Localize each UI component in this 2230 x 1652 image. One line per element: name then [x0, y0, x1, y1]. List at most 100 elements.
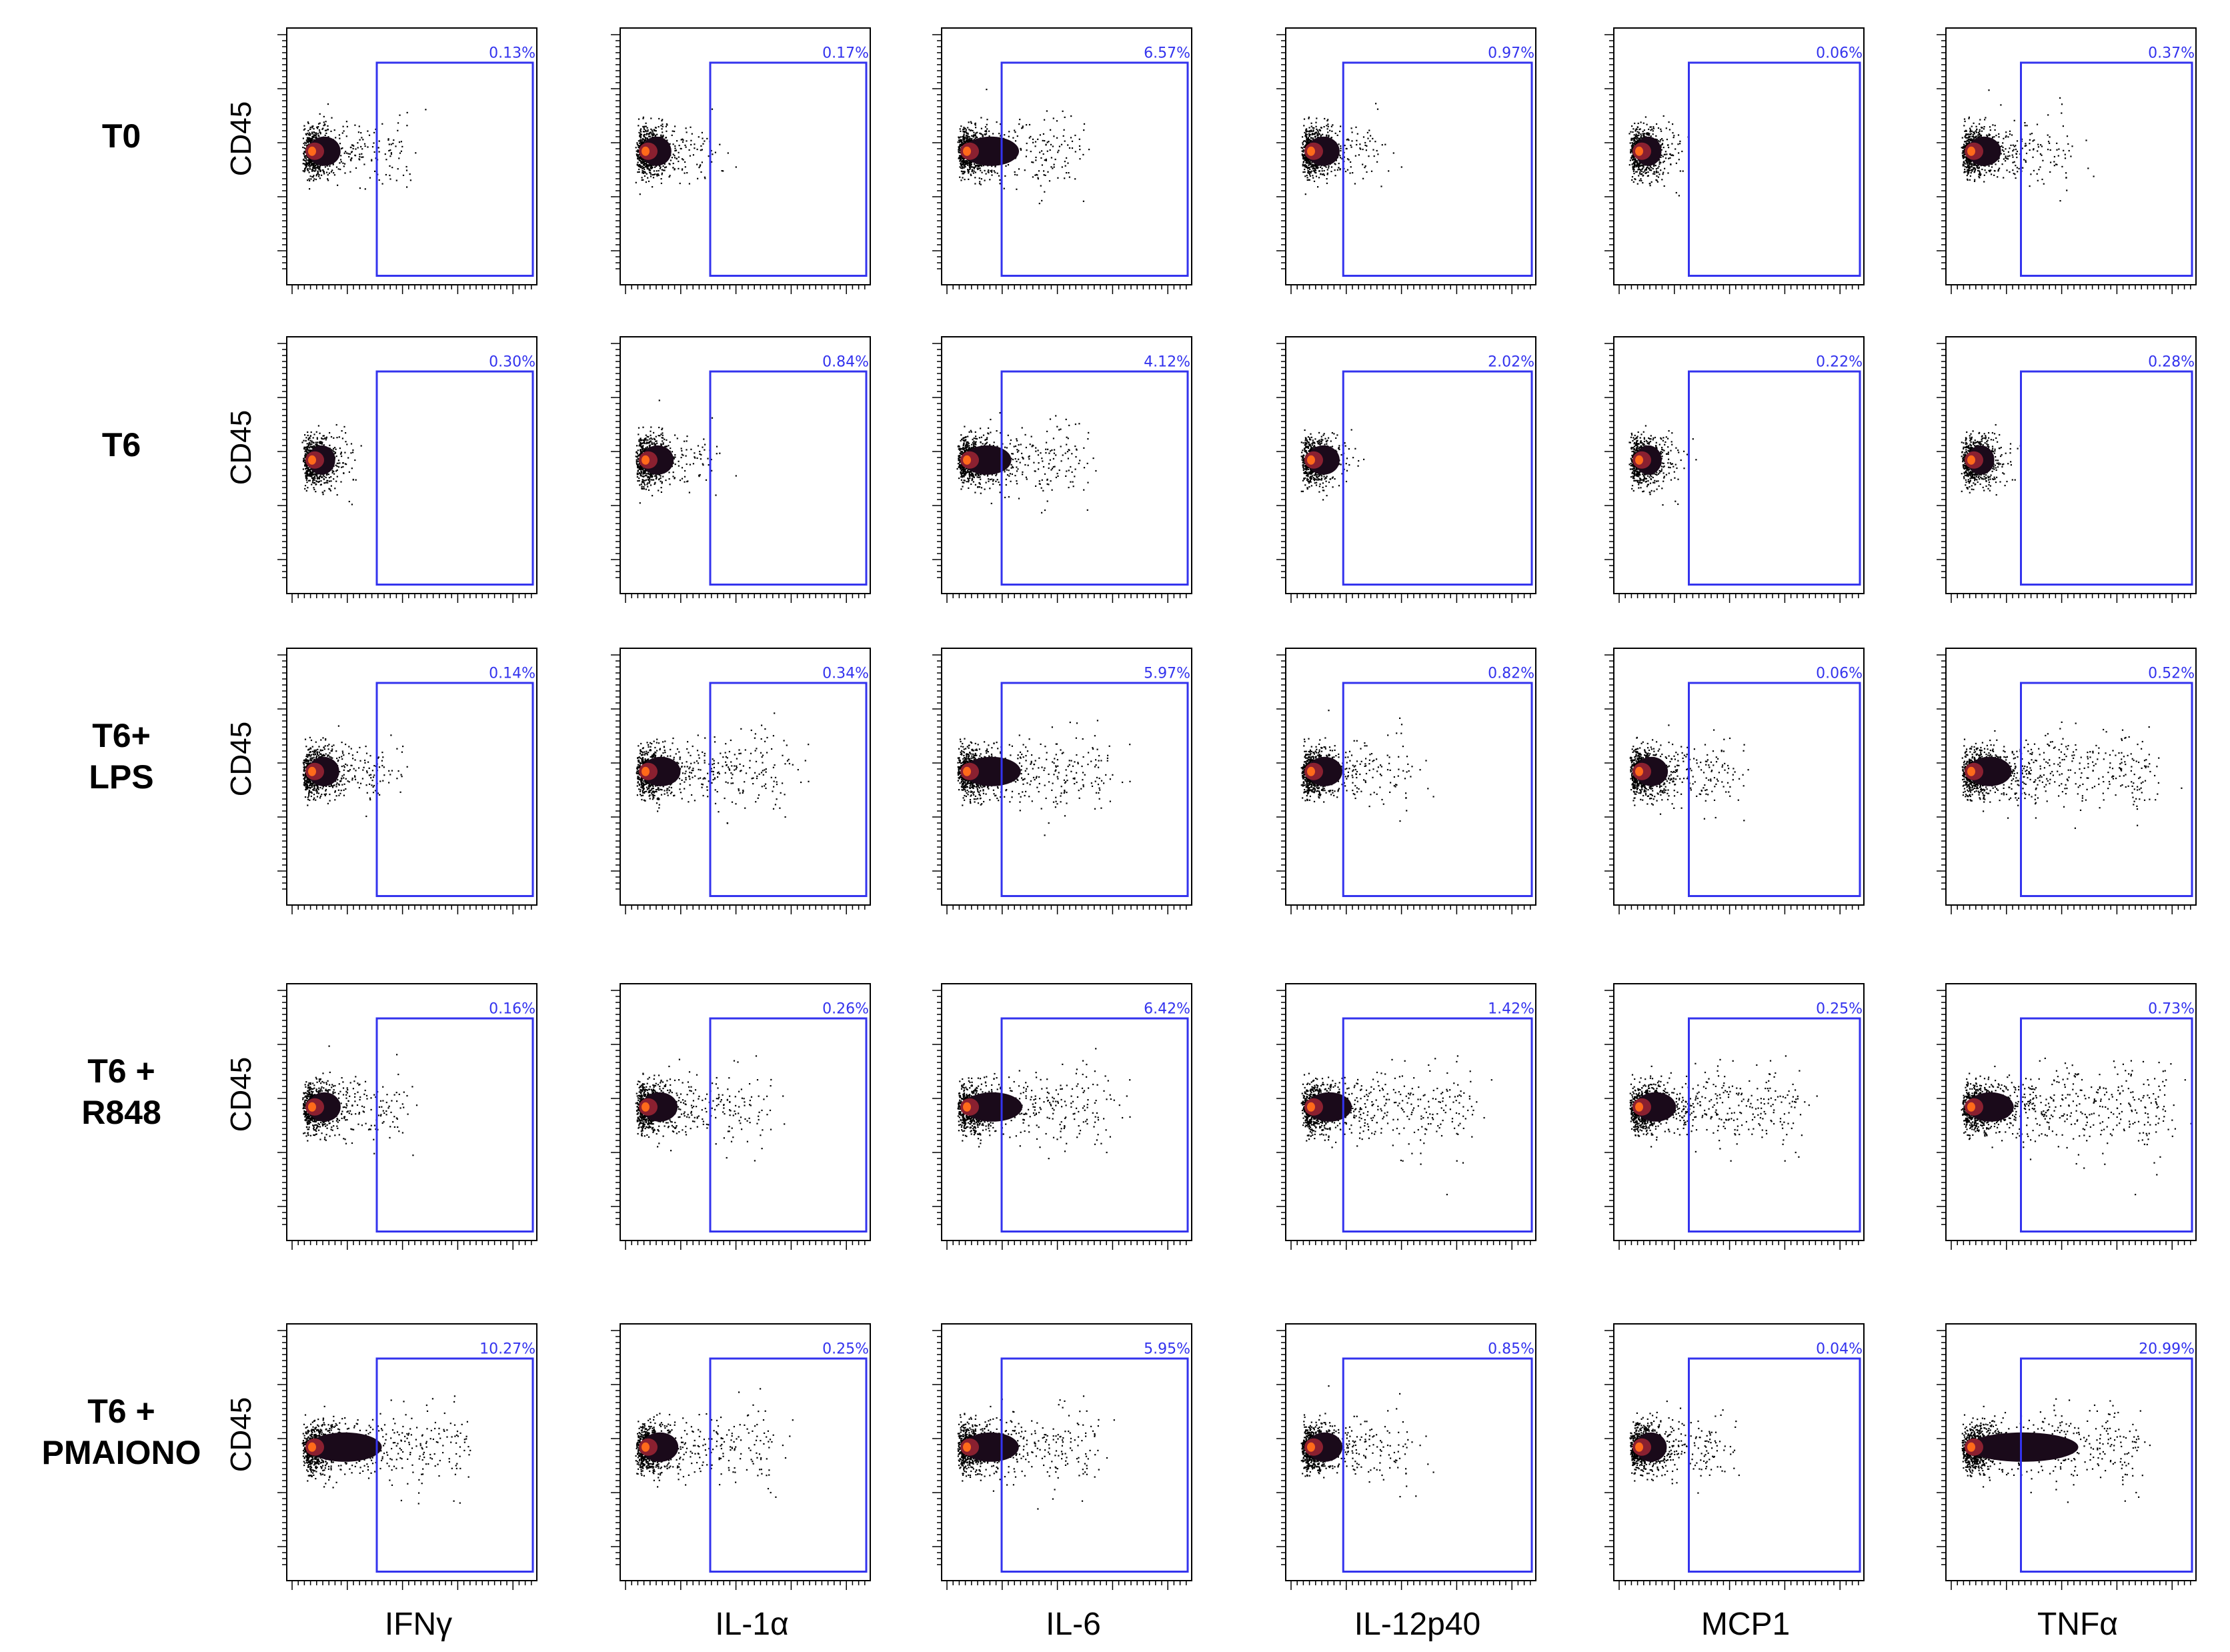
event-dot [962, 163, 964, 165]
event-dot [1014, 131, 1016, 133]
event-dot [962, 177, 964, 179]
event-dot [1327, 119, 1329, 121]
event-dot [684, 172, 686, 174]
event-dot [1969, 159, 1971, 161]
event-dot [1632, 165, 1634, 167]
event-dot [1039, 151, 1041, 153]
event-dot [1638, 132, 1640, 134]
event-dot [1037, 138, 1039, 140]
event-dot [311, 137, 313, 139]
event-dot [1360, 148, 1362, 150]
event-dot [359, 159, 361, 161]
event-dot [1978, 166, 1980, 168]
event-dot [637, 158, 639, 160]
event-dot [1044, 159, 1046, 161]
event-dot [359, 156, 361, 158]
event-dot [308, 171, 310, 173]
event-dot [425, 109, 427, 111]
event-dot [375, 128, 377, 130]
event-dot [1965, 134, 1967, 137]
event-dot [640, 133, 642, 135]
event-dot [1975, 125, 1977, 127]
event-dot [309, 138, 311, 140]
event-dot [1008, 135, 1010, 137]
event-dot [1632, 131, 1634, 133]
event-dot [654, 127, 657, 129]
event-dot [311, 139, 313, 141]
event-dot [1971, 138, 1973, 140]
event-dot [674, 130, 676, 133]
event-dot [1365, 149, 1367, 151]
event-dot [378, 140, 380, 142]
event-dot [1654, 165, 1656, 167]
event-dot [346, 152, 348, 154]
event-dot [1632, 167, 1634, 169]
event-dot [1314, 131, 1316, 133]
event-dot [661, 128, 663, 130]
event-dot [649, 133, 651, 135]
event-dot [364, 145, 366, 147]
event-dot [1675, 162, 1677, 164]
event-dot [661, 173, 663, 175]
event-dot [1045, 159, 1047, 161]
event-dot [303, 152, 305, 154]
event-dot [1326, 125, 1328, 127]
density-core-peak [1307, 146, 1315, 156]
event-dot [305, 166, 307, 168]
event-dot [1340, 149, 1342, 152]
event-dot [1305, 157, 1307, 159]
event-dot [1308, 173, 1311, 175]
event-dot [1039, 134, 1041, 136]
event-dot [342, 125, 344, 127]
event-dot [1014, 140, 1017, 142]
event-dot [957, 141, 959, 143]
event-dot [1636, 126, 1638, 128]
event-dot [643, 139, 645, 141]
event-dot [307, 141, 309, 144]
event-dot [1664, 167, 1666, 169]
event-dot [1631, 163, 1633, 165]
event-dot [307, 167, 309, 170]
event-dot [691, 133, 693, 135]
event-dot [1326, 169, 1328, 171]
event-dot [1657, 171, 1659, 173]
event-dot [659, 167, 661, 169]
event-dot [354, 124, 356, 126]
event-dot [1304, 164, 1306, 166]
event-dot [1662, 161, 1664, 163]
event-dot [964, 136, 966, 138]
event-dot [310, 161, 312, 163]
event-dot [698, 167, 700, 169]
event-dot [361, 148, 363, 150]
gate-rectangle [1688, 61, 1861, 277]
event-dot [315, 163, 317, 165]
event-dot [640, 141, 642, 143]
event-dot [1634, 164, 1636, 167]
event-dot [303, 163, 305, 165]
event-dot [1326, 135, 1328, 137]
event-dot [1631, 147, 1633, 149]
event-dot [1633, 161, 1635, 163]
event-dot [1020, 148, 1022, 150]
event-dot [1636, 183, 1638, 185]
event-dot [398, 141, 401, 143]
event-dot [1032, 161, 1034, 163]
event-dot [1307, 172, 1309, 174]
event-dot [962, 173, 965, 175]
event-dot [333, 174, 335, 176]
event-dot [1334, 169, 1336, 171]
event-dot [1309, 168, 1311, 170]
event-dot [694, 143, 696, 145]
event-dot [1632, 170, 1634, 172]
event-dot [1364, 144, 1366, 146]
event-dot [308, 160, 310, 162]
event-dot [316, 167, 319, 169]
event-dot [962, 167, 964, 169]
event-dot [327, 179, 329, 181]
event-dot [642, 116, 644, 118]
event-dot [1355, 126, 1357, 128]
event-dot [984, 133, 986, 135]
event-dot [1636, 138, 1638, 140]
event-dot [1979, 123, 1981, 125]
event-dot [1631, 150, 1633, 153]
